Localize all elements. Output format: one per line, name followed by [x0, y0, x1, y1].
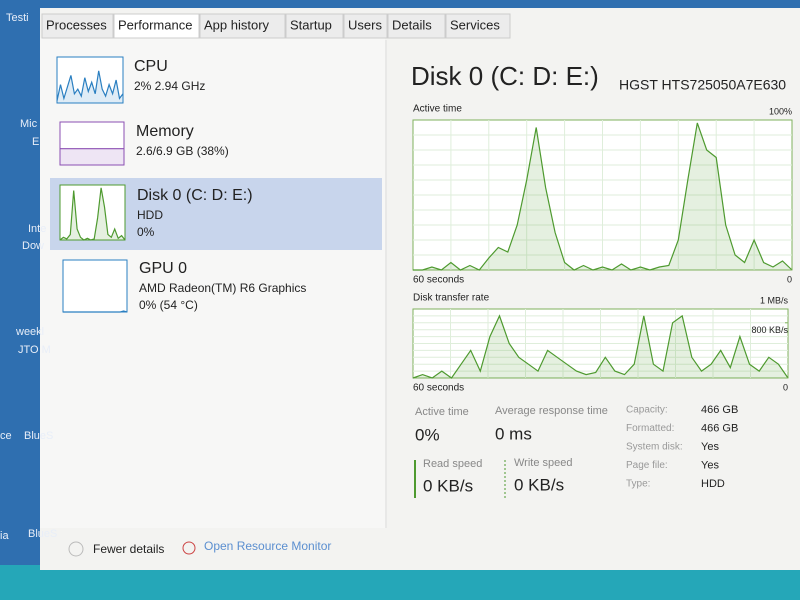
fewer-details[interactable]: Fewer details [93, 542, 164, 556]
thumbnail-line-area [60, 187, 125, 240]
desktop-icon-label[interactable]: Dow [22, 240, 44, 252]
chart-line [413, 122, 793, 271]
tab[interactable] [285, 13, 344, 39]
item-detail[interactable]: HDD [137, 208, 163, 222]
desktop-icon-label[interactable]: BlueS [28, 528, 57, 540]
property-label: System disk: [626, 442, 683, 453]
desktop-icon-label[interactable]: BlueS [24, 430, 53, 442]
thumbnail [62, 259, 128, 313]
item-title[interactable]: GPU 0 [139, 260, 187, 277]
taskbar [0, 565, 800, 600]
item-detail[interactable]: 0% (54 °C) [139, 298, 198, 312]
y-tick-label: 800 KB/s [751, 325, 788, 335]
tab-label[interactable]: Startup [290, 17, 332, 32]
tab-label[interactable]: Details [392, 17, 432, 32]
desktop-icon-label[interactable]: ce [0, 430, 12, 442]
tab-label[interactable]: Performance [118, 17, 192, 32]
disk-title: Disk 0 (C: D: E:) [411, 61, 599, 91]
item-detail[interactable]: 2% 2.94 GHz [134, 79, 205, 93]
item-title[interactable]: Disk 0 (C: D: E:) [137, 187, 253, 204]
desktop-icon-label[interactable]: Testi [6, 12, 29, 24]
stat-value: 0 KB/s [423, 476, 473, 495]
tab-label[interactable]: Users [348, 17, 382, 32]
desktop-icon-label[interactable]: Inte [28, 223, 46, 235]
y-tick-label: 100% [769, 106, 792, 116]
chart-line-area [413, 315, 788, 378]
desktop-icon-label[interactable]: E [32, 136, 39, 148]
item-detail[interactable]: 2.6/6.9 GB (38%) [136, 144, 229, 158]
thumbnail-line [63, 310, 128, 313]
disk-model: HGST HTS725050A7E630 [619, 77, 786, 93]
desktop-icon-label[interactable]: JTO M [18, 344, 51, 356]
stat-label: Write speed [514, 457, 573, 469]
property-value: 466 GB [701, 422, 738, 434]
tab[interactable] [113, 13, 200, 39]
tab-label[interactable]: Services [450, 17, 500, 32]
tab-label[interactable]: App history [204, 17, 270, 32]
stat-label: Read speed [423, 458, 482, 470]
tab[interactable] [387, 13, 446, 39]
fewer-icon [68, 541, 84, 557]
chart-x-label: 60 seconds [413, 383, 464, 394]
tab[interactable] [199, 13, 286, 39]
desktop-icon-label[interactable]: weekl [15, 326, 44, 338]
chart-line [412, 314, 789, 379]
property-label: Formatted: [626, 423, 674, 434]
tab-label[interactable]: Processes [46, 17, 107, 32]
thumbnail-line-area [60, 148, 124, 165]
stat-value: 0 KB/s [514, 475, 564, 494]
property-label: Capacity: [626, 405, 668, 416]
stat-label: Average response time [495, 405, 608, 417]
tab[interactable] [445, 13, 511, 39]
property-label: Type: [626, 479, 650, 490]
y-tick-label: 1 MB/s [760, 295, 789, 305]
stat-label: Active time [415, 406, 469, 418]
desktop-icon-label[interactable]: Mic [20, 118, 38, 130]
item-title[interactable]: Memory [136, 123, 194, 140]
monitor-icon [182, 541, 196, 555]
thumbnail-line [56, 70, 124, 101]
chart-label: Disk transfer rate [413, 293, 490, 304]
property-value: Yes [701, 459, 719, 471]
thumbnail [56, 56, 124, 104]
property-value: HDD [701, 478, 725, 490]
property-value: 466 GB [701, 404, 738, 416]
property-label: Page file: [626, 460, 668, 471]
thumbnail [59, 121, 125, 166]
tab[interactable] [41, 13, 114, 39]
tab[interactable] [343, 13, 388, 39]
chart-line-area [413, 123, 792, 270]
item-detail[interactable]: AMD Radeon(TM) R6 Graphics [139, 281, 306, 295]
desktop-icon-label[interactable]: ia [0, 530, 9, 542]
item-title[interactable]: CPU [134, 58, 168, 75]
item-detail[interactable]: 0% [137, 225, 155, 239]
chart-label: Active time [413, 104, 462, 115]
y-tick-label: 0 [783, 382, 788, 392]
resource-monitor-link[interactable]: Open Resource Monitor [204, 539, 331, 553]
stat-value: 0% [415, 425, 440, 444]
thumbnail-line [59, 187, 126, 241]
chart-x-label: 60 seconds [413, 275, 464, 286]
stat-value: 0 ms [495, 424, 532, 443]
y-tick-label: 0 [787, 274, 792, 284]
property-value: Yes [701, 441, 719, 453]
